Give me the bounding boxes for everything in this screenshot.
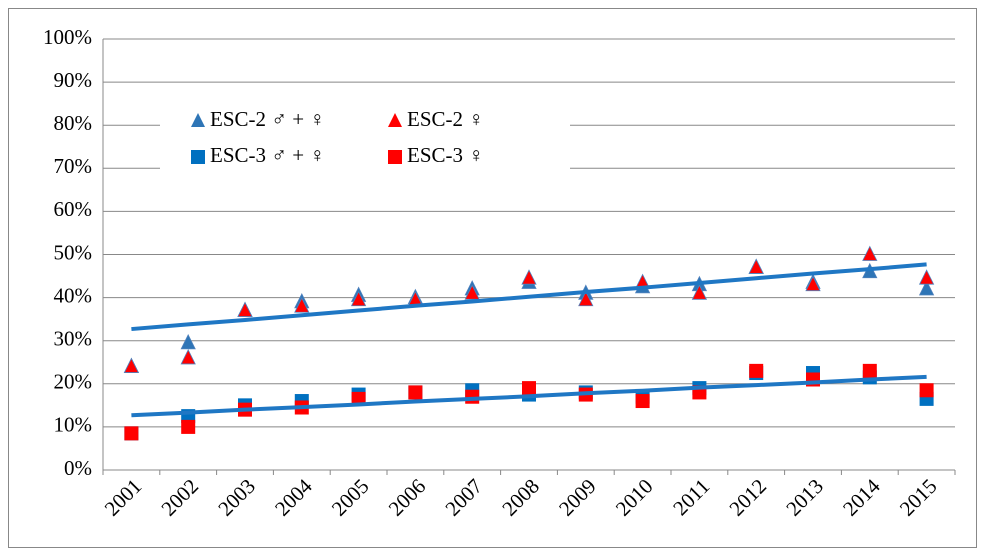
legend-marker bbox=[191, 150, 205, 164]
y-tick-label: 90% bbox=[54, 68, 93, 92]
y-tick-label: 70% bbox=[54, 154, 93, 178]
y-tick-label: 30% bbox=[54, 327, 93, 351]
y-tick-label: 50% bbox=[54, 240, 93, 264]
y-tick-label: 100% bbox=[43, 25, 92, 49]
y-tick-label: 10% bbox=[54, 413, 93, 437]
data-point bbox=[748, 258, 764, 274]
chart-frame bbox=[8, 8, 977, 548]
legend-marker bbox=[388, 150, 402, 164]
y-tick-label: 60% bbox=[54, 197, 93, 221]
data-point bbox=[464, 284, 480, 300]
data-point bbox=[862, 245, 878, 261]
data-point bbox=[691, 284, 708, 300]
legend-label: ESC-3 ♀ bbox=[407, 143, 484, 167]
legend-label: ESC-2 ♀ bbox=[407, 107, 484, 131]
data-point bbox=[522, 381, 536, 396]
y-tick-label: 20% bbox=[54, 370, 93, 394]
legend-box bbox=[160, 104, 570, 174]
legend-label: ESC-3 ♂ + ♀ bbox=[210, 143, 325, 167]
data-point bbox=[181, 419, 196, 434]
data-point bbox=[918, 269, 935, 285]
data-point bbox=[237, 301, 253, 317]
y-tick-label: 80% bbox=[54, 111, 93, 135]
legend-marker bbox=[191, 113, 205, 127]
data-point bbox=[635, 394, 650, 409]
data-point bbox=[805, 275, 821, 292]
data-point bbox=[862, 363, 877, 378]
trend-line bbox=[131, 374, 927, 418]
data-point bbox=[350, 290, 367, 307]
data-point bbox=[124, 426, 139, 441]
trend-line bbox=[131, 262, 927, 332]
data-point bbox=[578, 290, 594, 307]
y-tick-label: 40% bbox=[54, 283, 93, 307]
data-point bbox=[294, 297, 310, 313]
data-point bbox=[180, 333, 196, 350]
data-point bbox=[180, 349, 196, 365]
data-point bbox=[918, 280, 935, 296]
y-tick-label: 0% bbox=[64, 456, 92, 480]
data-point bbox=[123, 357, 140, 373]
legend-label: ESC-2 ♂ + ♀ bbox=[210, 107, 325, 131]
legend-marker bbox=[388, 113, 402, 127]
data-point bbox=[521, 269, 537, 285]
data-point bbox=[919, 383, 934, 398]
data-point bbox=[749, 363, 764, 378]
data-point bbox=[408, 385, 423, 400]
